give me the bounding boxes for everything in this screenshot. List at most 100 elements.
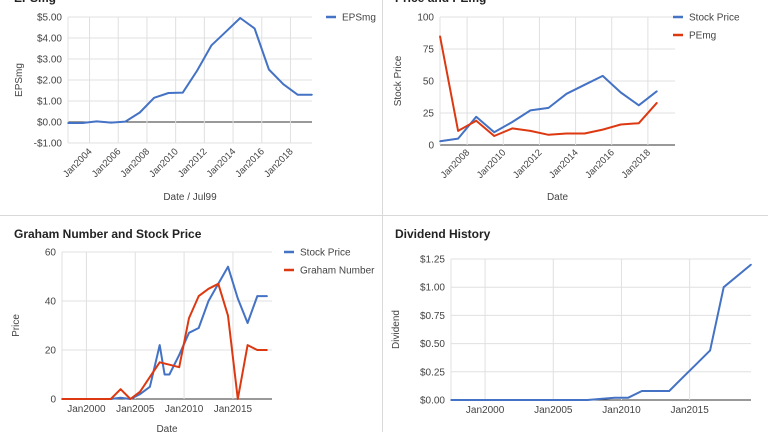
y-tick-label: 75 bbox=[423, 45, 435, 56]
data-point bbox=[237, 398, 239, 400]
data-point bbox=[139, 393, 141, 395]
y-tick-label: 20 bbox=[45, 346, 57, 357]
chart-dividend: Dividend History $1.25 $1.00 $0.75 $0.50 $0.2… bbox=[391, 227, 752, 416]
series-line-series bbox=[451, 263, 752, 401]
y-tick-label: $2.00 bbox=[37, 76, 62, 87]
data-point bbox=[227, 314, 229, 317]
data-point bbox=[695, 363, 698, 365]
y-tick-label: 0 bbox=[428, 141, 434, 152]
data-point bbox=[547, 134, 550, 136]
data-point bbox=[149, 376, 151, 378]
x-tick-label: Jan2018 bbox=[262, 146, 296, 180]
y-axis-label: Dividend bbox=[391, 310, 402, 349]
data-point bbox=[311, 93, 313, 96]
x-tick-label: Jan2015 bbox=[214, 404, 253, 415]
panel-divider-horizontal bbox=[0, 215, 768, 216]
x-tick-label: Jan2000 bbox=[67, 404, 106, 415]
data-point bbox=[149, 386, 151, 388]
x-tick-label: Jan2012 bbox=[176, 146, 210, 180]
data-point bbox=[139, 111, 141, 114]
data-point bbox=[237, 297, 239, 300]
x-tick-label: Jan2015 bbox=[670, 405, 709, 416]
y-tick-label: -$1.00 bbox=[34, 139, 63, 150]
data-point bbox=[178, 366, 180, 368]
data-point bbox=[450, 399, 452, 401]
x-tick-label: Jan2010 bbox=[475, 147, 509, 181]
data-point bbox=[722, 286, 725, 288]
data-point bbox=[153, 97, 155, 99]
data-point bbox=[475, 119, 477, 122]
data-point bbox=[119, 388, 122, 390]
y-tick-label: $1.00 bbox=[37, 97, 62, 108]
data-point bbox=[197, 327, 200, 329]
data-point bbox=[638, 122, 640, 124]
y-axis-label: Price bbox=[11, 314, 22, 337]
legend-label: EPSmg bbox=[342, 13, 376, 24]
data-point bbox=[641, 390, 643, 392]
data-point bbox=[439, 35, 441, 37]
data-point bbox=[439, 140, 441, 142]
chart-title: EPSmg bbox=[14, 0, 56, 5]
data-point bbox=[583, 84, 586, 86]
data-point bbox=[246, 344, 249, 346]
data-point bbox=[256, 295, 259, 297]
x-tick-label: Jan2005 bbox=[116, 404, 155, 415]
data-point bbox=[239, 17, 241, 19]
data-point bbox=[188, 317, 190, 319]
legend-label: Stock Price bbox=[300, 248, 351, 259]
y-tick-label: 100 bbox=[417, 13, 434, 24]
data-point bbox=[139, 390, 141, 393]
y-tick-label: $0.00 bbox=[37, 118, 62, 129]
chart-epsmg: EPSmg $5.00 $4.00 $3.00 $2.00 $1.00 $0.00 -$1.0… bbox=[14, 0, 376, 203]
data-point bbox=[601, 128, 604, 131]
data-point bbox=[654, 390, 657, 392]
y-tick-label: $0.00 bbox=[420, 396, 445, 407]
data-point bbox=[110, 398, 112, 400]
data-point bbox=[207, 288, 210, 290]
y-tick-label: 40 bbox=[45, 297, 57, 308]
x-tick-label: Jan2000 bbox=[466, 405, 505, 416]
data-point bbox=[158, 361, 161, 364]
data-point bbox=[572, 399, 575, 401]
data-point bbox=[638, 104, 640, 107]
data-point bbox=[225, 30, 227, 33]
data-point bbox=[656, 90, 658, 92]
data-point bbox=[529, 109, 532, 112]
x-tick-label: Jan2008 bbox=[439, 147, 473, 181]
data-point bbox=[627, 396, 630, 399]
data-point bbox=[61, 398, 63, 400]
data-point bbox=[178, 354, 180, 356]
data-point bbox=[124, 120, 127, 123]
y-tick-label: $5.00 bbox=[37, 13, 62, 24]
series-line-epsmg bbox=[68, 17, 312, 124]
data-point bbox=[67, 122, 69, 124]
data-point bbox=[256, 349, 259, 351]
data-point bbox=[547, 107, 550, 109]
x-tick-label: Jan2004 bbox=[61, 146, 95, 180]
chart-title: Price and PEmg bbox=[395, 0, 486, 5]
x-axis-label: Date bbox=[156, 424, 178, 432]
data-point bbox=[197, 295, 200, 297]
y-tick-label: $4.00 bbox=[37, 34, 62, 45]
x-tick-label: Jan2016 bbox=[583, 147, 617, 181]
y-tick-label: $1.25 bbox=[420, 255, 445, 266]
data-point bbox=[565, 93, 568, 95]
data-point bbox=[601, 75, 604, 77]
y-tick-label: $0.25 bbox=[420, 367, 445, 378]
data-point bbox=[253, 27, 256, 30]
data-point bbox=[110, 121, 112, 124]
data-point bbox=[158, 344, 161, 346]
x-axis-label: Date bbox=[547, 192, 569, 203]
data-point bbox=[620, 91, 622, 94]
data-point bbox=[457, 130, 459, 132]
y-tick-label: 60 bbox=[45, 248, 57, 259]
y-tick-label: 0 bbox=[50, 395, 56, 406]
series-line-graham-number bbox=[62, 282, 268, 400]
data-point bbox=[600, 398, 602, 400]
x-tick-label: Jan2016 bbox=[233, 146, 267, 180]
y-axis-label: EPSmg bbox=[14, 63, 25, 97]
y-tick-label: $3.00 bbox=[37, 55, 62, 66]
x-tick-label: Jan2014 bbox=[547, 147, 581, 181]
data-point bbox=[95, 120, 98, 123]
